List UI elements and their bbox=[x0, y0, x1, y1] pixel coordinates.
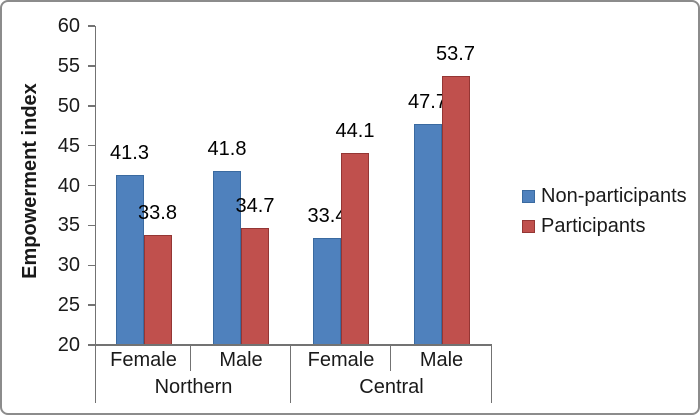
y-tick-mark bbox=[87, 304, 95, 306]
y-tick-mark bbox=[87, 224, 95, 227]
x-group-label: Central bbox=[359, 376, 424, 398]
y-tick-mark bbox=[87, 264, 95, 266]
y-tick-label: 25 bbox=[57, 294, 80, 317]
value-label: 34.7 bbox=[235, 194, 275, 217]
y-tick-label: 35 bbox=[57, 214, 80, 237]
y-tick-mark bbox=[87, 105, 95, 107]
legend-swatch-blue-icon bbox=[522, 189, 535, 203]
category-group-separator bbox=[490, 345, 492, 403]
x-category-label: Female bbox=[307, 349, 375, 371]
y-tick-label: 60 bbox=[57, 15, 80, 37]
y-tick-mark bbox=[87, 144, 95, 147]
bar-non-participants bbox=[213, 171, 241, 345]
bar-non-participants bbox=[313, 238, 341, 345]
y-tick-label: 30 bbox=[57, 254, 80, 277]
subcategory-separator bbox=[189, 345, 191, 371]
x-group-label: Northern bbox=[154, 376, 233, 398]
value-label: 47.7 bbox=[408, 91, 447, 114]
y-tick-mark bbox=[87, 25, 95, 27]
bar-participants bbox=[441, 76, 470, 345]
x-category-label: Male bbox=[419, 349, 464, 371]
bar-non-participants bbox=[413, 124, 442, 345]
x-category-label: Male bbox=[219, 349, 263, 371]
y-tick-mark bbox=[87, 344, 95, 346]
y-tick-label: 50 bbox=[57, 94, 80, 117]
bar-participants bbox=[241, 227, 269, 345]
x-category-label: Female bbox=[110, 349, 177, 371]
legend-label-participants: Participants bbox=[541, 214, 646, 237]
legend-item-participants: Participants bbox=[522, 213, 687, 239]
value-label: 33.8 bbox=[138, 201, 177, 224]
legend-item-non-participants: Non-participants bbox=[522, 183, 687, 209]
value-label: 33.4 bbox=[307, 205, 347, 228]
y-tick-label: 40 bbox=[57, 174, 80, 197]
bar-participants bbox=[341, 152, 369, 345]
legend-label-non-participants: Non-participants bbox=[541, 184, 687, 207]
value-label: 41.8 bbox=[207, 138, 247, 161]
legend-swatch-red-icon bbox=[522, 219, 535, 233]
x-axis-line bbox=[94, 344, 492, 346]
category-group-separator bbox=[289, 345, 291, 403]
bar-participants bbox=[143, 234, 172, 345]
legend: Non-participants Participants bbox=[522, 183, 687, 243]
y-tick-mark bbox=[87, 184, 95, 187]
value-label: 41.3 bbox=[110, 142, 149, 165]
y-tick-label: 55 bbox=[57, 54, 80, 77]
y-tick-label: 45 bbox=[57, 134, 80, 157]
y-tick-mark bbox=[87, 65, 95, 67]
category-group-separator bbox=[94, 345, 96, 403]
value-label: 44.1 bbox=[335, 119, 375, 142]
y-tick-label: 20 bbox=[57, 334, 80, 356]
value-label: 53.7 bbox=[436, 43, 475, 66]
bar-non-participants bbox=[115, 175, 144, 345]
y-axis-line bbox=[94, 26, 96, 403]
subcategory-separator bbox=[389, 345, 391, 371]
